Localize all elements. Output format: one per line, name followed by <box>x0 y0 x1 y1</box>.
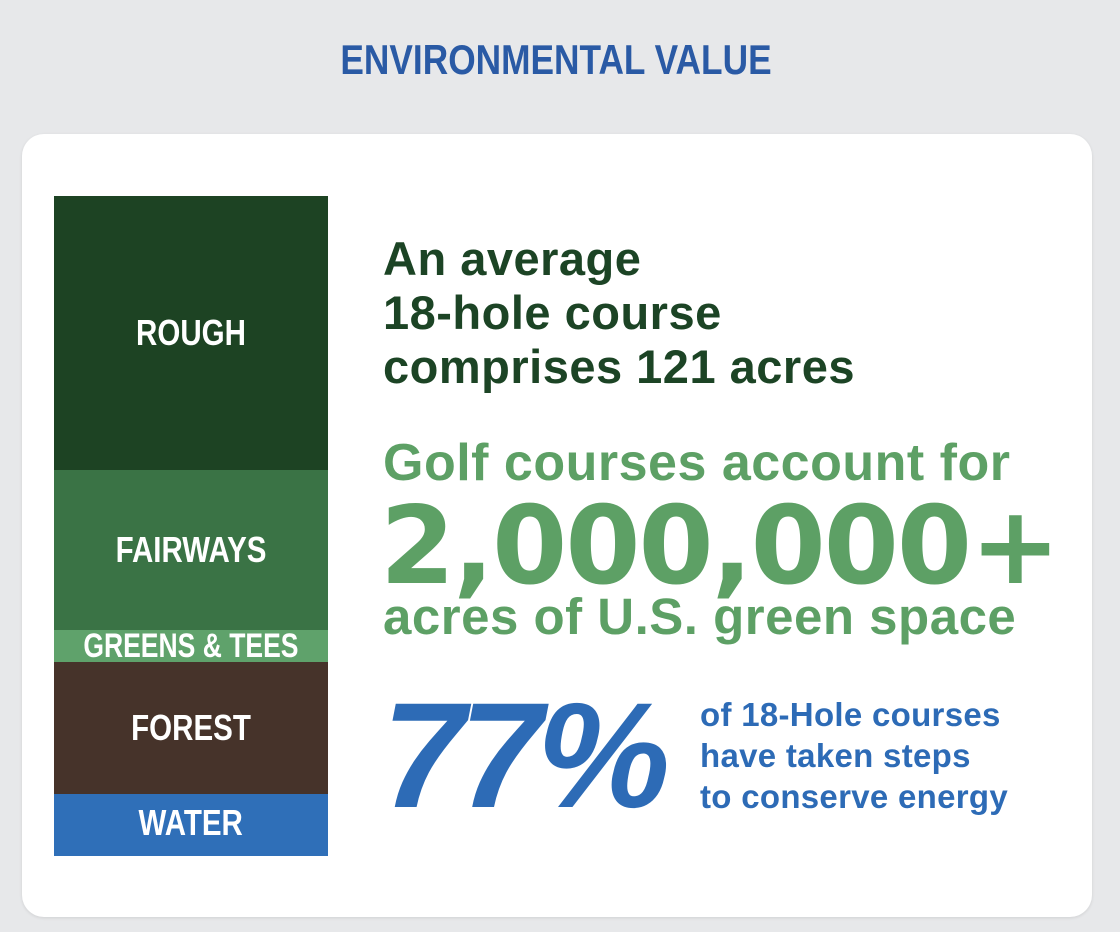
energy-percent: 77% <box>382 671 670 839</box>
course-size-fact: An average 18-hole course comprises 121 … <box>383 232 855 394</box>
green-space-outro: acres of U.S. green space <box>383 588 1017 645</box>
segment-forest: FOREST <box>54 662 328 794</box>
energy-caption-line: to conserve energy <box>700 778 1009 815</box>
course-fact-line: comprises 121 acres <box>383 340 855 393</box>
segment-label-rough: ROUGH <box>136 312 246 353</box>
segment-rough: ROUGH <box>54 196 328 470</box>
energy-caption-line: have taken steps <box>700 737 971 774</box>
segment-label-greens-tees: GREENS & TEES <box>83 626 299 665</box>
land-use-stacked-bar: ROUGH FAIRWAYS GREENS & TEES FOREST WATE… <box>54 196 328 856</box>
energy-caption-line: of 18-Hole courses <box>700 696 1001 733</box>
segment-label-forest: FOREST <box>131 707 251 748</box>
segment-fairways: FAIRWAYS <box>54 470 328 630</box>
segment-label-fairways: FAIRWAYS <box>115 529 267 570</box>
energy-caption: of 18-Hole courses have taken steps to c… <box>700 694 1008 817</box>
page-title: ENVIRONMENTAL VALUE <box>340 36 772 83</box>
segment-greens-tees: GREENS & TEES <box>54 627 328 665</box>
segment-label-water: WATER <box>138 802 244 843</box>
course-fact-line: An average <box>383 232 642 285</box>
course-fact-line: 18-hole course <box>383 286 722 339</box>
segment-water: WATER <box>54 794 328 856</box>
green-space-number: 2,000,000+ <box>380 484 1061 609</box>
green-space-intro: Golf courses account for <box>383 434 1011 492</box>
